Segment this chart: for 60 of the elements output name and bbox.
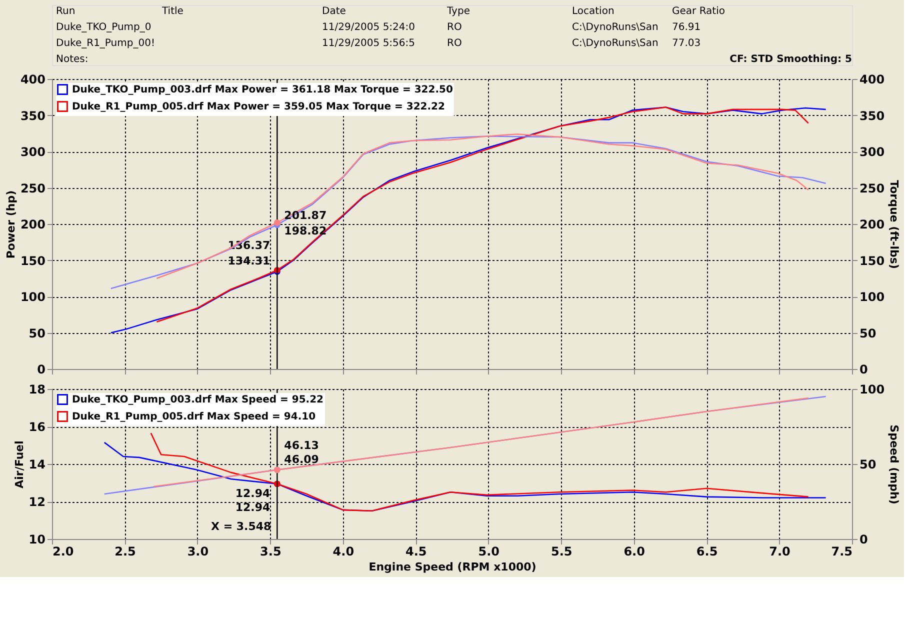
data-label: 46.13 [284, 438, 319, 452]
y-tick-label: 100 [20, 290, 46, 304]
ref-line-label: X = 3.548 [211, 520, 272, 533]
y2-tick-label: 300 [860, 145, 885, 159]
y2-tick-label: 0 [860, 362, 868, 376]
x-tick-label: 7.5 [831, 544, 852, 558]
y-tick-label: 0 [37, 362, 46, 376]
y-axis-title: Air/Fuel [12, 440, 26, 488]
x-axis-title: Engine Speed (RPM x1000) [368, 560, 536, 574]
data-label: 12.94 [235, 500, 271, 514]
text: Notes: [56, 54, 88, 65]
y2-tick-label: 400 [860, 72, 885, 86]
x-tick-label: 3.5 [260, 544, 282, 558]
y-tick-label: 150 [20, 254, 46, 268]
legend-label: Duke_R1_Pump_005.drf Max Power = 359.05 Max Torque = 322.22 [72, 102, 446, 112]
y-tick-label: 16 [28, 420, 46, 434]
text: Duke_TKO_Pump_0 11/29/2005 5:24:0 RO C:\DynoRuns\San 76.91 [56, 22, 701, 33]
y-tick-label: 300 [20, 145, 46, 159]
y2-tick-label: 200 [860, 218, 885, 232]
text: Run Title Date Type Location Gear Ratio [56, 6, 725, 17]
y-tick-label: 50 [28, 326, 46, 340]
data-label: 198.82 [284, 224, 327, 238]
x-tick-label: 4.0 [332, 544, 354, 558]
y-tick-label: 200 [20, 218, 46, 232]
x-tick-label: 6.0 [624, 544, 645, 558]
x-tick-label: 5.5 [550, 544, 572, 558]
y-tick-label: 350 [20, 108, 46, 123]
x-tick-label: 2.0 [52, 544, 74, 558]
y2-tick-label: 0 [860, 532, 868, 546]
data-label: 46.09 [284, 452, 319, 466]
y-axis-title: Power (hp) [4, 190, 18, 259]
text: CF: STD Smoothing: 5 [730, 54, 852, 65]
legend-label: Duke_TKO_Pump_003.drf Max Power = 361.18 Max Torque = 322.50 [72, 84, 453, 96]
data-label: 12.94 [235, 486, 271, 500]
y2-tick-label: 150 [860, 254, 885, 268]
y-tick-label: 400 [20, 72, 46, 86]
y2-tick-label: 100 [860, 290, 885, 304]
y2-tick-label: 350 [860, 108, 885, 123]
y-tick-label: 12 [28, 495, 46, 509]
legend-label: Duke_TKO_Pump_003.drf Max Speed = 95.22 [72, 394, 324, 406]
y2-axis-title: Torque (ft-lbs) [888, 180, 901, 269]
text: Duke_R1_Pump_00! 11/29/2005 5:56:5 RO C:\DynoRuns\San 77.03 [56, 38, 701, 49]
x-tick-label: 2.5 [114, 544, 136, 558]
y2-axis-title: Speed (mph) [888, 424, 901, 504]
x-tick-label: 6.5 [696, 544, 718, 558]
y2-tick-label: 250 [860, 181, 885, 196]
data-label: 201.87 [284, 209, 327, 222]
x-tick-label: 4.5 [406, 544, 427, 558]
x-tick-label: 7.0 [769, 544, 790, 558]
y-tick-label: 250 [20, 181, 46, 196]
y-tick-label: 10 [28, 532, 46, 546]
y2-tick-label: 50 [860, 458, 876, 472]
y2-tick-label: 50 [860, 326, 876, 340]
legend-label: Duke_R1_Pump_005.drf Max Speed = 94.10 [72, 412, 316, 422]
data-label: 134.31 [228, 254, 270, 268]
x-tick-label: 3.0 [187, 544, 209, 558]
y-tick-label: 18 [28, 382, 46, 396]
y2-tick-label: 100 [860, 382, 885, 396]
x-tick-label: 5.0 [478, 544, 500, 558]
y-tick-label: 14 [28, 458, 46, 472]
